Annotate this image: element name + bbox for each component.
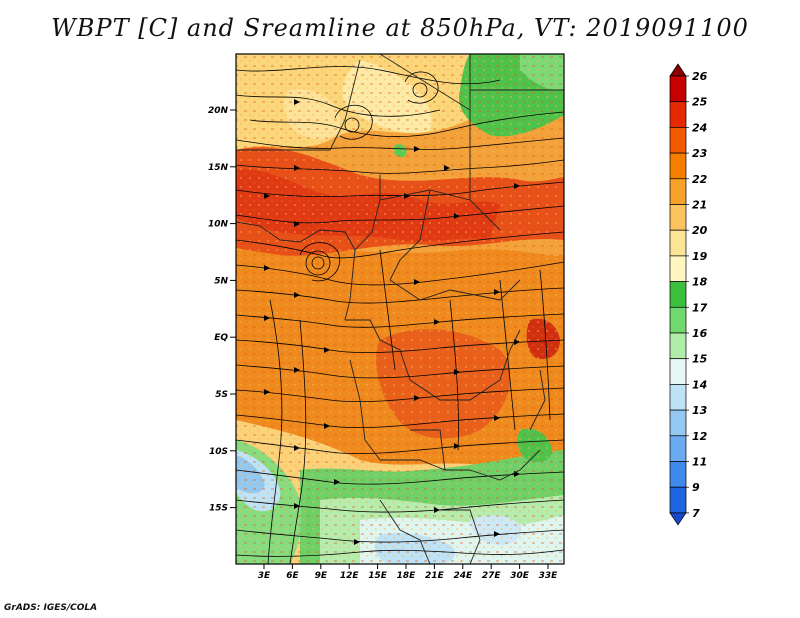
lon-label: 18E bbox=[397, 571, 417, 581]
latitude-axis: 20N 15N 10N 5N EQ 5S 10S 15S bbox=[208, 106, 236, 514]
colorbar-label: 7 bbox=[692, 507, 700, 520]
colorbar-segment bbox=[669, 358, 687, 385]
lon-label: 3E bbox=[258, 571, 271, 581]
colorbar-label: 15 bbox=[692, 353, 708, 366]
lon-label: 9E bbox=[315, 571, 328, 581]
colorbar-label: 11 bbox=[692, 456, 707, 469]
colorbar-label: 12 bbox=[692, 430, 708, 443]
colorbar-label: 17 bbox=[692, 301, 708, 314]
lat-label: 15N bbox=[208, 163, 229, 173]
colorbar-segment bbox=[669, 204, 687, 231]
colorbar-label: 24 bbox=[692, 121, 707, 134]
lat-label: 15S bbox=[209, 504, 228, 514]
colorbar: 26 25 24 23 22 21 20 19 18 17 16 15 14 13 12 11 9 7 bbox=[669, 63, 708, 526]
colorbar-label: 14 bbox=[692, 378, 707, 391]
lon-label: 12E bbox=[340, 571, 360, 581]
streamlines bbox=[236, 66, 564, 564]
grads-credit: GrADS: IGES/COLA bbox=[4, 603, 98, 613]
colorbar-segment bbox=[669, 384, 687, 411]
map-title: WBPT [C] and Sreamline at 850hPa, VT: 20… bbox=[51, 14, 749, 42]
colorbar-segment bbox=[669, 63, 687, 77]
country-borders bbox=[236, 54, 564, 564]
colorbar-segment bbox=[669, 178, 687, 205]
lat-label: 5N bbox=[214, 276, 228, 286]
colorbar-segment bbox=[669, 435, 687, 462]
lon-label: 24E bbox=[453, 571, 473, 581]
lat-label: EQ bbox=[214, 333, 228, 343]
colorbar-segment bbox=[669, 409, 687, 437]
colorbar-label: 13 bbox=[692, 404, 708, 417]
colorbar-label: 26 bbox=[692, 70, 708, 83]
colorbar-segment bbox=[669, 281, 687, 308]
lat-label: 10S bbox=[209, 447, 228, 457]
lon-label: 30E bbox=[510, 571, 530, 581]
lat-label: 5S bbox=[215, 390, 228, 400]
colorbar-label: 9 bbox=[692, 481, 700, 494]
plot-area: 20N 15N 10N 5N EQ 5S 10S 15S 3E 6E 9E 12E 15E 18E 21E… bbox=[208, 53, 565, 581]
lon-label: 33E bbox=[539, 571, 559, 581]
lon-label: 27E bbox=[482, 571, 502, 581]
colorbar-segment bbox=[669, 101, 687, 128]
colorbar-segment bbox=[669, 332, 687, 360]
lat-label: 10N bbox=[208, 220, 229, 230]
colorbar-segment bbox=[669, 255, 687, 282]
plot-frame bbox=[235, 53, 565, 565]
colorbar-label: 16 bbox=[692, 327, 708, 340]
colorbar-label: 21 bbox=[692, 199, 707, 212]
wbpt-shading bbox=[236, 54, 564, 564]
colorbar-segment bbox=[669, 306, 687, 334]
colorbar-segment bbox=[669, 486, 687, 514]
colorbar-label: 25 bbox=[692, 96, 708, 109]
lon-label: 21E bbox=[425, 571, 445, 581]
colorbar-segment bbox=[669, 152, 687, 180]
lat-label: 20N bbox=[208, 106, 229, 116]
colorbar-label: 22 bbox=[692, 173, 708, 186]
colorbar-label: 20 bbox=[692, 224, 708, 237]
colorbar-label: 18 bbox=[692, 276, 708, 289]
colorbar-segment bbox=[669, 127, 687, 154]
colorbar-segment bbox=[669, 461, 687, 488]
colorbar-segment bbox=[669, 229, 687, 257]
lon-label: 6E bbox=[286, 571, 299, 581]
streamline-arrows bbox=[264, 99, 520, 545]
longitude-axis: 3E 6E 9E 12E 15E 18E 21E 24E 27E 30E 33E bbox=[258, 564, 558, 581]
colorbar-segment bbox=[669, 512, 687, 526]
colorbar-label: 19 bbox=[692, 250, 708, 263]
lon-label: 15E bbox=[368, 571, 388, 581]
colorbar-segment bbox=[669, 75, 687, 103]
colorbar-label: 23 bbox=[692, 147, 708, 160]
